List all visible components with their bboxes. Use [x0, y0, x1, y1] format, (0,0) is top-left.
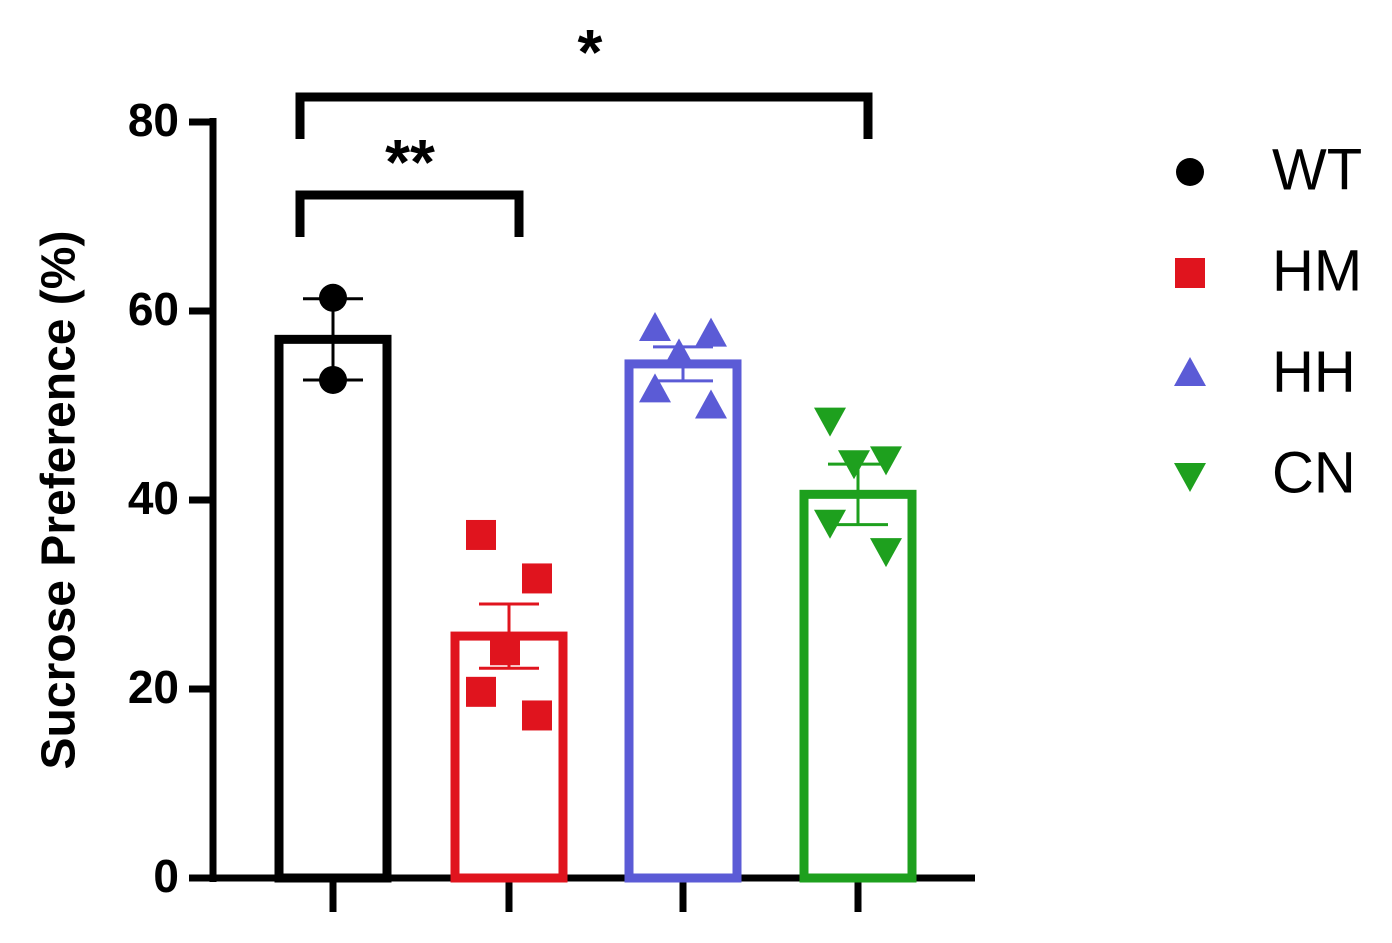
data-point — [490, 635, 520, 666]
data-point — [639, 311, 671, 341]
significance-bracket — [295, 190, 524, 237]
bar — [799, 489, 917, 883]
y-tick-label: 0 — [153, 850, 179, 902]
legend-marker — [1174, 463, 1206, 492]
data-point — [695, 389, 727, 419]
legend-marker — [1176, 158, 1204, 186]
legend-marker — [1174, 357, 1206, 386]
y-tick-label: 80 — [128, 94, 179, 146]
data-point — [695, 317, 727, 347]
data-point — [522, 563, 552, 594]
significance-bracket — [295, 92, 873, 139]
data-point — [466, 519, 496, 550]
legend-label: WT — [1272, 137, 1362, 202]
legend-label: CN — [1272, 440, 1356, 505]
data-point — [870, 446, 902, 476]
y-tick-label: 40 — [128, 472, 179, 524]
data-point — [639, 373, 671, 403]
y-axis-label: Sucrose Preference (%) — [33, 231, 86, 770]
data-point — [522, 700, 552, 731]
legend-label: HH — [1272, 339, 1356, 404]
legend-label: HM — [1272, 238, 1362, 303]
significance-label: ** — [385, 126, 435, 198]
y-tick-label: 60 — [128, 283, 179, 335]
data-point — [814, 407, 846, 437]
data-point — [663, 338, 695, 368]
bar — [274, 334, 392, 883]
bar — [450, 631, 568, 883]
y-tick-label: 20 — [128, 661, 179, 713]
legend-marker — [1175, 258, 1205, 288]
data-point — [466, 676, 496, 707]
data-point — [870, 538, 902, 568]
bar — [624, 359, 742, 883]
significance-label: * — [578, 16, 603, 88]
